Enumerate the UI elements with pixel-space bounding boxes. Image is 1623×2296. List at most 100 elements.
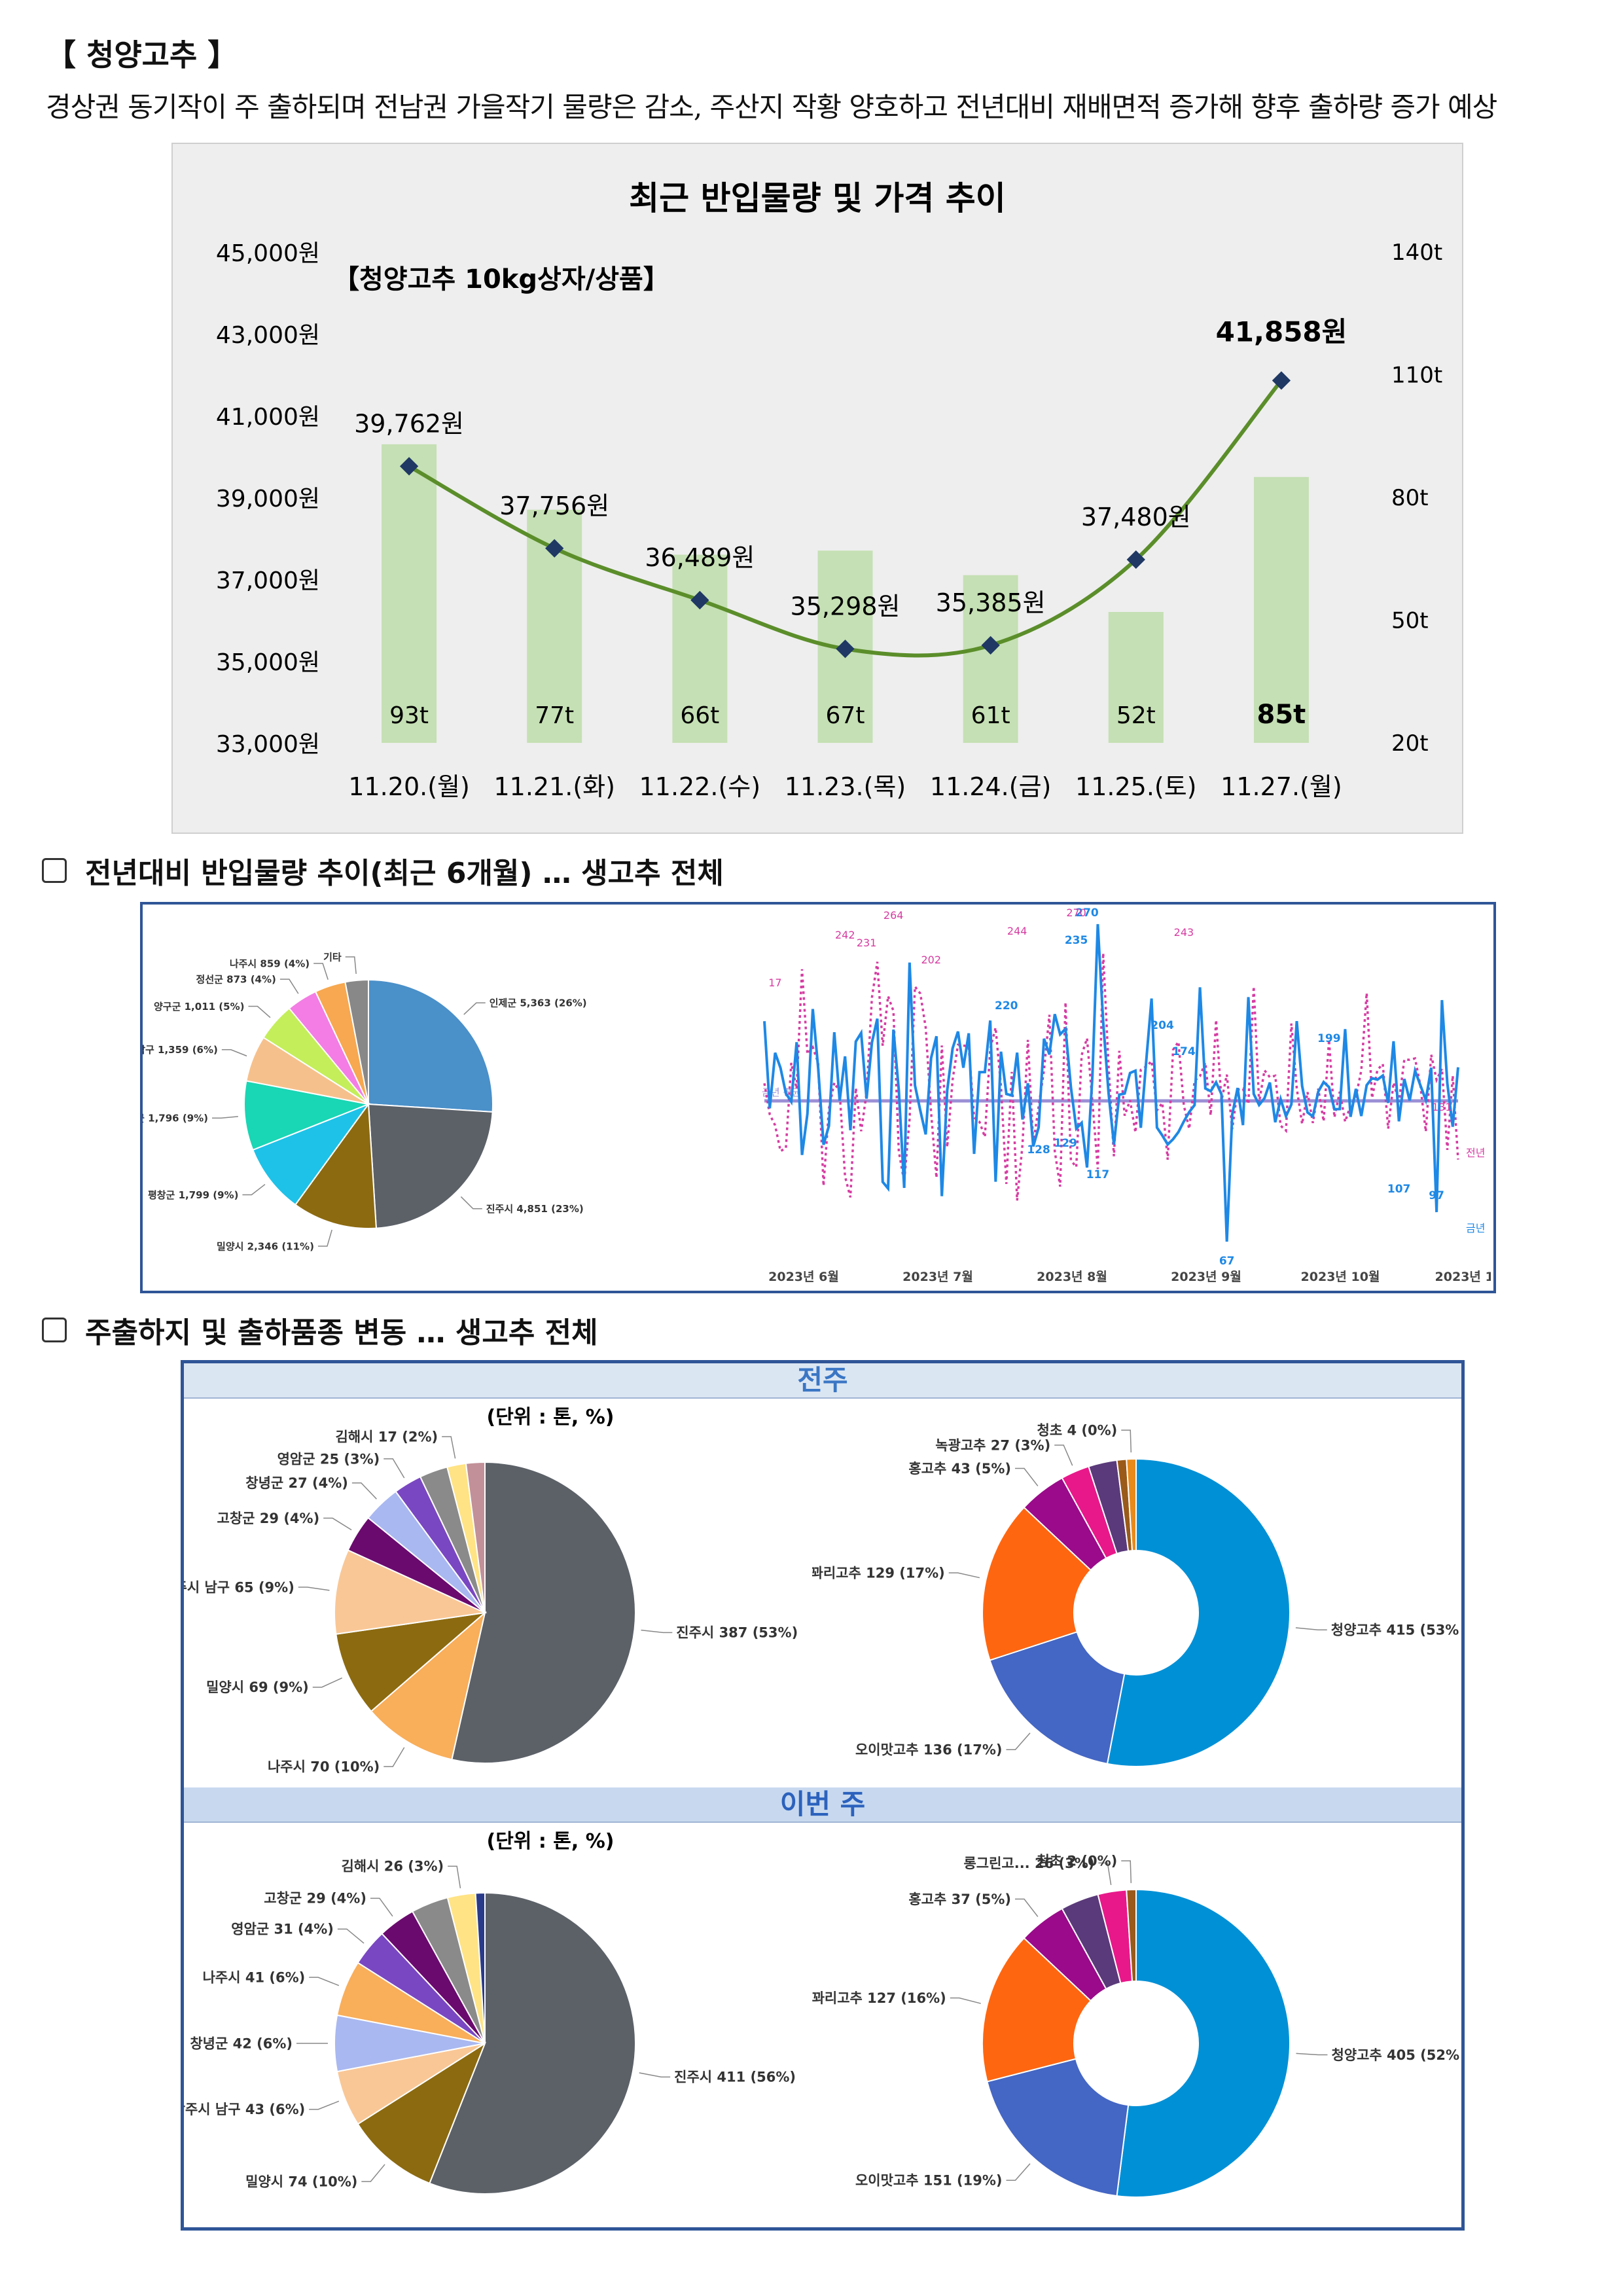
chart-subtitle: 【청양고추 10kg상자/상품】	[333, 264, 669, 295]
price-volume-chart: 최근 반입물량 및 가격 추이 【청양고추 10kg상자/상품】 45,000원 43…	[216, 179, 1442, 801]
price-label: 37,480원	[1081, 503, 1191, 531]
leader-line	[639, 2072, 671, 2078]
slice-label: 밀양시 2,346 (11%)	[217, 1240, 314, 1252]
leader-line	[309, 2100, 340, 2110]
leader-line	[1121, 1429, 1132, 1453]
slice-label: 진주시 387 (53%)	[676, 1625, 798, 1641]
slice-label: 김해시 17 (2%)	[335, 1429, 438, 1444]
slice-label: 광주시 남구 65 (9%)	[184, 1579, 294, 1595]
leader-line	[309, 1977, 340, 1986]
leader-line	[641, 1629, 673, 1634]
pie-slice	[243, 1080, 371, 1151]
prev-week-origin-pie: (단위 : 톤, %) 진주시 387 (53%) 나주시 70 (10%) 밀양시 …	[184, 1406, 798, 1774]
leader-line	[248, 1005, 271, 1018]
slice-label: 청양고추 415 (53%)	[1331, 1623, 1460, 1638]
pie-slice	[429, 1892, 636, 2195]
market-outlook-text: 경상권 동기작이 주 출하되며 전남권 가을작기 물량은 감소, 주산지 작황 …	[46, 91, 1497, 123]
x-axis-tick: 11.20.(월)	[348, 772, 469, 801]
origin-section-title: 주출하지 및 출하품종 변동 … 생고추 전체	[85, 1316, 598, 1350]
prev-week-band: 전주	[184, 1363, 1461, 1399]
slice-label: 광주시 남구 43 (6%)	[184, 2102, 305, 2117]
this-year-annotation: 107	[1387, 1183, 1411, 1196]
this-year-annotation: 204	[1150, 1019, 1174, 1032]
price-marker	[836, 639, 855, 658]
leader-line	[317, 1229, 332, 1247]
slice-label: 청초 4 (0%)	[1037, 1422, 1118, 1438]
price-marker	[399, 457, 419, 476]
leader-line	[1006, 1732, 1031, 1751]
this-year-annotation: 128	[1027, 1143, 1050, 1157]
prev-year-annotation: 264	[883, 909, 904, 922]
this-year-annotation: 235	[1065, 934, 1088, 947]
prev-year-annotation: 131	[1432, 1101, 1452, 1113]
unit-label: (단위 : 톤, %)	[486, 1406, 614, 1429]
unit-label: (단위 : 톤, %)	[486, 1830, 614, 1853]
leader-line	[442, 1436, 456, 1459]
leader-line	[383, 1747, 405, 1767]
volume-label: 52t	[1116, 702, 1156, 729]
slice-label: 오이맛고추 136 (17%)	[855, 1742, 1003, 1758]
price-marker	[545, 539, 564, 558]
slice-label: 영암군 25 (3%)	[277, 1451, 380, 1467]
leader-line	[1014, 1467, 1039, 1486]
slice-label: 진주시 411 (56%)	[674, 2070, 796, 2085]
this-year-annotation: 199	[1317, 1032, 1340, 1045]
pie-slice	[367, 1103, 493, 1229]
left-axis-tick: 39,000원	[216, 486, 320, 512]
slice-label: 오이맛고추 151 (19%)	[855, 2173, 1003, 2189]
volume-bar	[382, 444, 437, 743]
month-tick: 2023년 7월	[902, 1270, 973, 1284]
slice-label: 창녕군 42 (6%)	[190, 2036, 293, 2051]
x-axis-tick: 11.23.(목)	[785, 772, 906, 801]
leader-line	[212, 1116, 238, 1119]
volume-label: 93t	[389, 702, 429, 729]
yoy-panel: 인제군 5,363 (26%) 진주시 4,851 (23%) 밀양시 2,346 …	[140, 902, 1496, 1293]
pie-slice	[465, 1461, 486, 1613]
slice-label: 진주시 4,851 (23%)	[486, 1203, 584, 1215]
price-marker	[1272, 371, 1291, 390]
leader-line	[1014, 1898, 1039, 1917]
origin-section-heading: 주출하지 및 출하품종 변동 … 생고추 전체	[42, 1309, 598, 1351]
slice-label: 청양고추 405 (52%)	[1331, 2047, 1460, 2063]
this-year-line	[763, 924, 1459, 1242]
leader-line	[279, 978, 299, 994]
leader-line	[1295, 1627, 1327, 1631]
price-marker	[1126, 550, 1145, 569]
slice-label: 김해시 26 (3%)	[341, 1859, 444, 1874]
slice-label: 나주시 859 (4%)	[230, 958, 310, 969]
slice-label: 기타	[323, 951, 342, 963]
slice-label: 평창군 1,799 (9%)	[148, 1189, 238, 1201]
slice-label: 홍고추 43 (5%)	[908, 1461, 1011, 1477]
volume-label: 67t	[826, 702, 865, 729]
slice-label: 밀양시 69 (9%)	[206, 1679, 309, 1695]
series-name-label: 전년	[1466, 1147, 1485, 1159]
right-axis-tick: 140t	[1391, 240, 1442, 266]
prev-year-annotation: 231	[857, 937, 877, 949]
leader-line	[460, 1196, 482, 1210]
chart-title: 최근 반입물량 및 가격 추이	[629, 179, 1006, 217]
right-axis-tick: 50t	[1391, 608, 1429, 634]
prev-year-annotation: 202	[921, 954, 941, 966]
pie-slice	[1116, 1888, 1291, 2198]
leader-line	[448, 1865, 461, 1889]
x-axis-tick: 11.24.(금)	[930, 772, 1051, 801]
pie-slice	[335, 1611, 488, 1713]
x-axis-tick: 11.27.(월)	[1221, 772, 1342, 801]
volume-label: 85t	[1257, 700, 1306, 730]
this-year-annotation: 174	[1172, 1045, 1196, 1058]
right-axis-tick: 80t	[1391, 485, 1429, 511]
slice-label: 나주시 41 (6%)	[203, 1969, 306, 1985]
pie-slice	[357, 2041, 487, 2185]
volume-label: 61t	[971, 702, 1010, 729]
pie-slice	[986, 2058, 1130, 2197]
price-label: 39,762원	[354, 409, 464, 438]
slice-label: 양구군 1,011 (5%)	[154, 1001, 244, 1013]
volume-bar	[1253, 476, 1309, 743]
leader-line	[1006, 2163, 1031, 2181]
leader-line	[948, 1572, 980, 1579]
origin-pie-6m: 인제군 5,363 (26%) 진주시 4,851 (23%) 밀양시 2,346 …	[143, 951, 587, 1252]
left-axis-tick: 41,000원	[216, 404, 320, 431]
month-tick: 2023년 10월	[1301, 1270, 1380, 1284]
slice-label: 광주시 남구 1,359 (6%)	[143, 1044, 218, 1056]
leader-line	[351, 1482, 377, 1499]
